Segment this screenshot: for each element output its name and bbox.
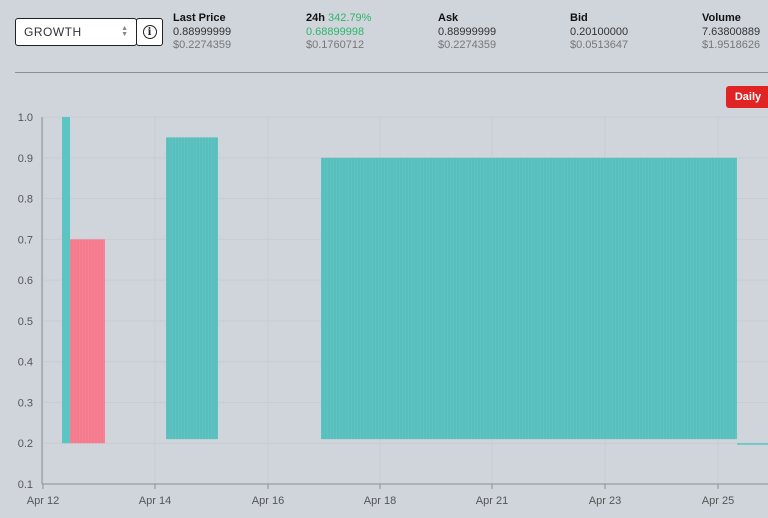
stat-value: 0.20100000 [570,25,629,38]
y-tick-label: 0.8 [18,194,33,206]
price-bar [321,157,737,440]
x-tick-label: Apr 25 [702,495,734,507]
price-bar [62,117,70,444]
info-button[interactable]: i [136,18,163,46]
y-tick-label: 0.9 [18,153,33,165]
market-header: GROWTH ▲ ▼ i Last Price 0.88999999 $0.227… [0,0,768,74]
y-tick-label: 0.5 [18,316,33,328]
stat-label: Volume [702,12,741,24]
y-tick-label: 0.6 [18,275,33,287]
stat-value: 0.88999999 [438,25,497,38]
stat-label: Bid [570,12,588,24]
chevron-up-down-icon: ▲ ▼ [121,25,128,38]
stat-volume: Volume 7.63800889 $1.9518626 [702,12,760,53]
x-tick-label: Apr 16 [252,495,284,507]
x-tick-label: Apr 23 [589,495,621,507]
stat-label-row: 24h 342.79% [306,12,371,26]
y-tick-label: 0.4 [18,357,33,369]
price-bar [70,239,105,444]
y-tick-label: 1.0 [18,112,33,124]
stat-bid: Bid 0.20100000 $0.0513647 [570,12,628,53]
stat-ask: Ask 0.88999999 $0.2274359 [438,12,496,53]
y-tick-label: 0.3 [18,397,33,409]
stat-last-price: Last Price 0.88999999 $0.2274359 [173,12,231,53]
stat-24h: 24h 342.79% 0.68899998 $0.1760712 [306,12,371,53]
stat-value: 0.68899998 [306,25,365,38]
interval-daily-button[interactable]: Daily [726,86,768,108]
x-tick-label: Apr 21 [476,495,508,507]
stat-value: 0.88999999 [173,25,232,38]
price-bar [166,137,218,440]
price-bar [737,443,768,445]
header-divider [15,72,768,73]
stat-usd-value: $0.2274359 [438,39,497,51]
y-tick-label: 0.1 [18,479,33,491]
stat-value: 7.63800889 [702,25,761,38]
stat-label: Ask [438,12,459,24]
x-tick-label: Apr 12 [27,495,59,507]
stat-label: Last Price [173,12,226,24]
price-chart: 0.1 0.2 0.3 0.4 0.5 0.6 0.7 0.8 0.9 1.0 Apr 12 Apr … [18,112,768,507]
stat-label: 24h [306,12,325,24]
y-tick-label: 0.7 [18,234,33,246]
stat-change-percent: 342.79% [328,12,372,24]
x-tick-label: Apr 14 [139,495,171,507]
market-select[interactable]: GROWTH ▲ ▼ [15,18,137,46]
x-tick-label: Apr 18 [364,495,396,507]
stat-usd-value: $0.1760712 [306,39,365,51]
stat-usd-value: $0.0513647 [570,39,629,51]
info-circle-icon: i [142,25,157,39]
y-tick-label: 0.2 [18,438,33,450]
market-select-value: GROWTH [24,25,82,39]
stat-usd-value: $1.9518626 [702,39,761,51]
stat-usd-value: $0.2274359 [173,39,232,51]
